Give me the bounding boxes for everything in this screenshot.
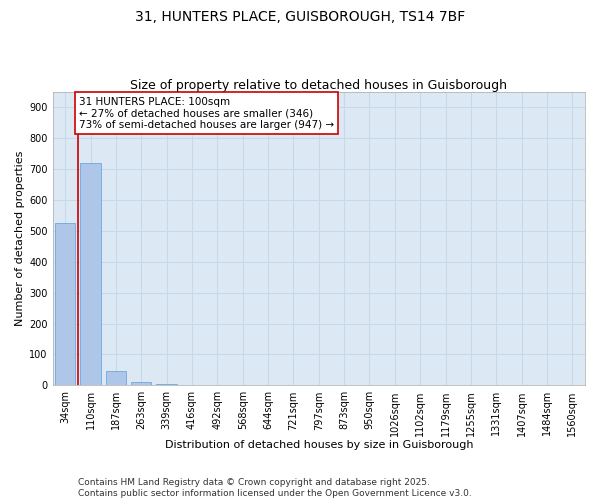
Bar xyxy=(55,223,76,386)
Bar xyxy=(80,163,101,386)
Bar xyxy=(157,384,177,386)
Title: Size of property relative to detached houses in Guisborough: Size of property relative to detached ho… xyxy=(130,79,507,92)
Text: Contains HM Land Registry data © Crown copyright and database right 2025.
Contai: Contains HM Land Registry data © Crown c… xyxy=(78,478,472,498)
Text: 31 HUNTERS PLACE: 100sqm
← 27% of detached houses are smaller (346)
73% of semi-: 31 HUNTERS PLACE: 100sqm ← 27% of detach… xyxy=(79,96,334,130)
Bar xyxy=(131,382,151,386)
Bar xyxy=(106,372,126,386)
X-axis label: Distribution of detached houses by size in Guisborough: Distribution of detached houses by size … xyxy=(164,440,473,450)
Y-axis label: Number of detached properties: Number of detached properties xyxy=(15,151,25,326)
Text: 31, HUNTERS PLACE, GUISBOROUGH, TS14 7BF: 31, HUNTERS PLACE, GUISBOROUGH, TS14 7BF xyxy=(135,10,465,24)
